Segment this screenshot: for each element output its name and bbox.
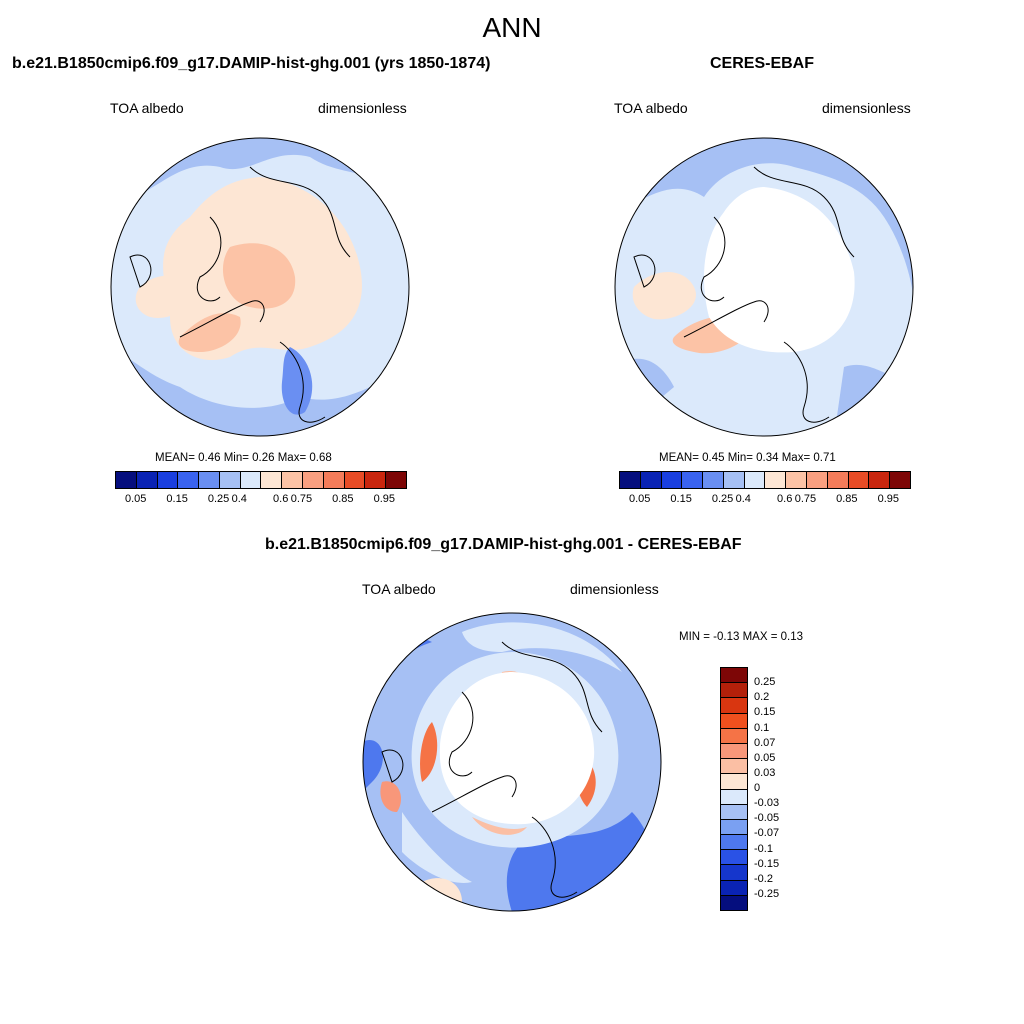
model-colorbar-tick-label: 0.25 xyxy=(207,493,230,505)
diff-colorbar-segment xyxy=(721,804,747,820)
obs-colorbar-tick-label: 0.05 xyxy=(628,493,651,505)
diff-colorbar-segment xyxy=(721,819,747,836)
obs-units-label: dimensionless xyxy=(822,100,911,116)
diff-colorbar-tick-label: 0.15 xyxy=(754,706,776,719)
obs-colorbar-segment xyxy=(682,472,704,488)
diff-colorbar-tick-label: 0.07 xyxy=(754,736,776,749)
model-colorbar-segment xyxy=(344,472,366,488)
diff-colorbar-segment xyxy=(721,759,747,775)
figure-title: ANN xyxy=(482,12,542,43)
diff-colorbar-tick-label: 0.1 xyxy=(754,721,770,734)
model-panel-title: b.e21.B1850cmip6.f09_g17.DAMIP-hist-ghg.… xyxy=(12,55,491,72)
obs-panel-title: CERES-EBAF xyxy=(710,55,815,72)
diff-colorbar-tick-label: 0.05 xyxy=(754,751,776,764)
diff-colorbar-segment xyxy=(721,865,747,881)
diff-colorbar-tick-label: -0.2 xyxy=(754,872,773,885)
obs-colorbar-segment xyxy=(869,472,891,488)
diff-colorbar-segment xyxy=(721,698,747,714)
diff-colorbar-tick-label: 0.25 xyxy=(754,676,776,689)
obs-colorbar-segment xyxy=(890,472,910,488)
obs-polar-map xyxy=(614,137,914,437)
model-colorbar-segment xyxy=(157,472,179,488)
obs-colorbar-segment xyxy=(661,472,683,488)
model-colorbar-tick-label: 0.05 xyxy=(124,493,147,505)
diff-colorbar-segment xyxy=(721,683,747,699)
model-colorbar-tick-label: 0.95 xyxy=(373,493,395,505)
obs-colorbar-segment xyxy=(723,472,745,488)
obs-colorbar-tick-label: 0.75 xyxy=(794,493,817,505)
diff-colorbar-segment xyxy=(721,835,747,851)
model-colorbar-segment xyxy=(178,472,200,488)
model-colorbar-segment xyxy=(365,472,387,488)
model-colorbar-segment xyxy=(261,472,283,488)
model-colorbar-segment xyxy=(199,472,220,488)
model-colorbar-tick-label: 0.4 xyxy=(231,493,247,505)
obs-colorbar-segment xyxy=(848,472,870,488)
diff-colorbar-tick-label: -0.25 xyxy=(754,887,780,900)
obs-colorbar-tick-label: 0.25 xyxy=(711,493,734,505)
diff-colorbar-segment xyxy=(721,789,747,805)
diff-colorbar-tick-label: -0.07 xyxy=(754,827,780,840)
model-units-label: dimensionless xyxy=(318,100,407,116)
model-colorbar-segment xyxy=(219,472,241,488)
diff-units-label: dimensionless xyxy=(570,581,659,597)
model-colorbar-segment xyxy=(240,472,262,488)
obs-colorbar-segment xyxy=(786,472,808,488)
model-polar-map xyxy=(110,137,410,437)
model-colorbar-tick-label: 0.15 xyxy=(166,493,188,505)
obs-colorbar xyxy=(619,471,911,489)
diff-panel-title: b.e21.B1850cmip6.f09_g17.DAMIP-hist-ghg.… xyxy=(265,536,742,553)
model-colorbar-segment xyxy=(323,472,345,488)
diff-colorbar-segment xyxy=(721,713,747,729)
diff-colorbar-segment xyxy=(721,774,747,790)
obs-colorbar-tick-label: 0.15 xyxy=(670,493,692,505)
model-colorbar-segment xyxy=(116,472,137,488)
model-variable-label: TOA albedo xyxy=(110,100,184,116)
obs-colorbar-segment xyxy=(827,472,849,488)
obs-colorbar-segment xyxy=(640,472,662,488)
model-colorbar-segment xyxy=(136,472,158,488)
diff-colorbar-segment xyxy=(721,895,747,910)
diff-colorbar-segment xyxy=(721,728,747,744)
obs-colorbar-segment xyxy=(620,472,641,488)
model-colorbar xyxy=(115,471,407,489)
diff-colorbar-segment xyxy=(721,743,747,760)
obs-colorbar-segment xyxy=(703,472,724,488)
obs-stats: MEAN= 0.45 Min= 0.34 Max= 0.71 xyxy=(659,452,836,464)
diff-variable-label: TOA albedo xyxy=(362,581,436,597)
obs-colorbar-tick-label: 0.6 xyxy=(777,493,793,505)
obs-variable-label: TOA albedo xyxy=(614,100,688,116)
diff-colorbar xyxy=(720,667,748,911)
obs-colorbar-tick-label: 0.85 xyxy=(836,493,858,505)
model-colorbar-segment xyxy=(282,472,304,488)
obs-colorbar-segment xyxy=(765,472,787,488)
diff-colorbar-segment xyxy=(721,850,747,866)
model-colorbar-segment xyxy=(303,472,324,488)
obs-colorbar-segment xyxy=(807,472,828,488)
diff-colorbar-tick-label: 0 xyxy=(754,782,761,794)
diff-colorbar-segment xyxy=(721,880,747,896)
obs-colorbar-segment xyxy=(744,472,766,488)
diff-polar-map xyxy=(362,612,662,912)
obs-colorbar-tick-label: 0.95 xyxy=(877,493,899,505)
diff-colorbar-tick-label: -0.1 xyxy=(754,842,773,855)
diff-colorbar-tick-label: -0.15 xyxy=(754,857,780,870)
diff-colorbar-tick-label: 0.03 xyxy=(754,766,776,779)
diff-stats: MIN = -0.13 MAX = 0.13 xyxy=(679,631,804,643)
obs-colorbar-tick-label: 0.4 xyxy=(735,493,751,505)
diff-colorbar-tick-label: 0.2 xyxy=(754,691,770,704)
diff-colorbar-tick-label: -0.03 xyxy=(754,797,780,810)
model-colorbar-tick-label: 0.85 xyxy=(332,493,354,505)
model-colorbar-tick-label: 0.75 xyxy=(290,493,313,505)
model-colorbar-segment xyxy=(386,472,406,488)
diff-colorbar-tick-label: -0.05 xyxy=(754,812,780,825)
model-stats: MEAN= 0.46 Min= 0.26 Max= 0.68 xyxy=(155,452,332,464)
model-colorbar-tick-label: 0.6 xyxy=(273,493,289,505)
diff-colorbar-segment xyxy=(721,668,747,684)
